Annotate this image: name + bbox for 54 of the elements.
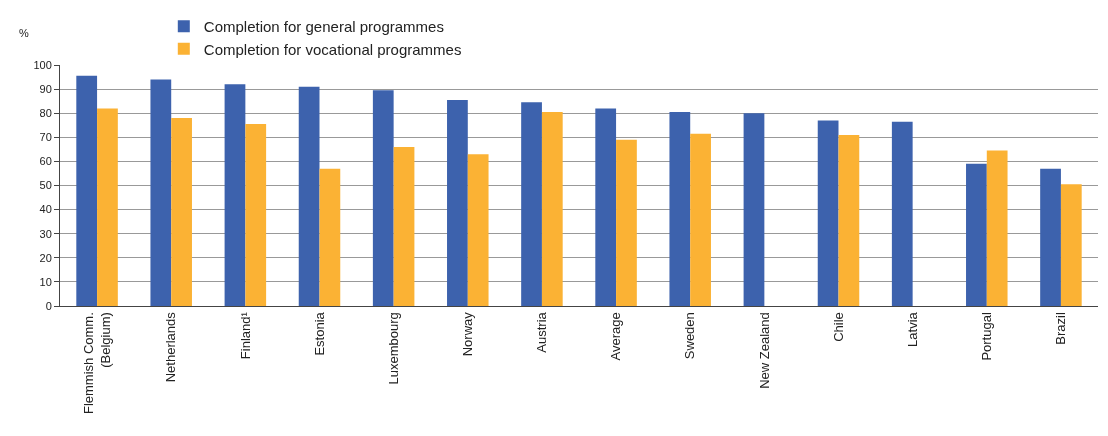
bar [690,133,711,306]
y-axis-title: % [19,27,29,39]
y-tick-label: 30 [39,227,52,240]
bar [1060,184,1082,306]
bar [447,99,468,306]
bar [669,111,691,306]
bar [467,154,489,306]
bar [891,121,913,306]
y-tick-label: 80 [39,107,52,120]
legend-label: Completion for general programmes [203,18,444,36]
x-tick-label: Latvia [904,311,920,347]
x-tick-label: New Zealand [756,312,772,389]
bar [97,108,118,306]
y-tick-label: 40 [39,203,52,216]
x-tick-label: Austria [534,311,550,353]
bar [838,134,860,306]
y-tick-label: 90 [39,82,52,95]
x-tick-label: Sweden [682,312,698,360]
x-tick-label: Estonia [311,311,327,356]
x-tick-label: Portugal [979,312,995,361]
bar [541,111,563,306]
y-tick-label: 0 [45,299,52,312]
bar [372,90,394,306]
bar [76,75,98,306]
bar [743,113,765,306]
bar [245,124,267,306]
legend-label: Completion for vocational programmes [203,40,462,58]
y-tick-label: 20 [39,251,52,264]
bar [595,108,617,306]
y-tick-label: 70 [39,131,52,144]
bar [817,120,839,306]
bar [224,84,246,306]
x-tick-label: Average [608,312,624,361]
x-tick-label: Luxembourg [385,312,401,385]
x-tick-label: Chile [830,312,846,342]
bar [521,102,542,306]
x-tick-label: Norway [460,311,476,357]
bar [319,168,341,306]
bar [1040,168,1061,306]
y-tick-label: 60 [39,155,52,168]
bar [616,139,637,306]
bar [393,146,415,306]
x-tick-label: Netherlands [163,311,179,383]
y-tick-label: 10 [39,275,52,288]
x-tick-label: Brazil [1053,312,1069,345]
y-tick-label: 100 [33,58,52,71]
bar [150,79,172,306]
x-tick-label: Finland¹ [237,311,253,360]
bar [986,150,1008,306]
bar [298,86,320,306]
bar [171,118,192,306]
y-tick-label: 50 [39,179,52,192]
x-tick-label: Flemmish Comm. (Belgium) [80,312,113,415]
bar [966,163,987,306]
